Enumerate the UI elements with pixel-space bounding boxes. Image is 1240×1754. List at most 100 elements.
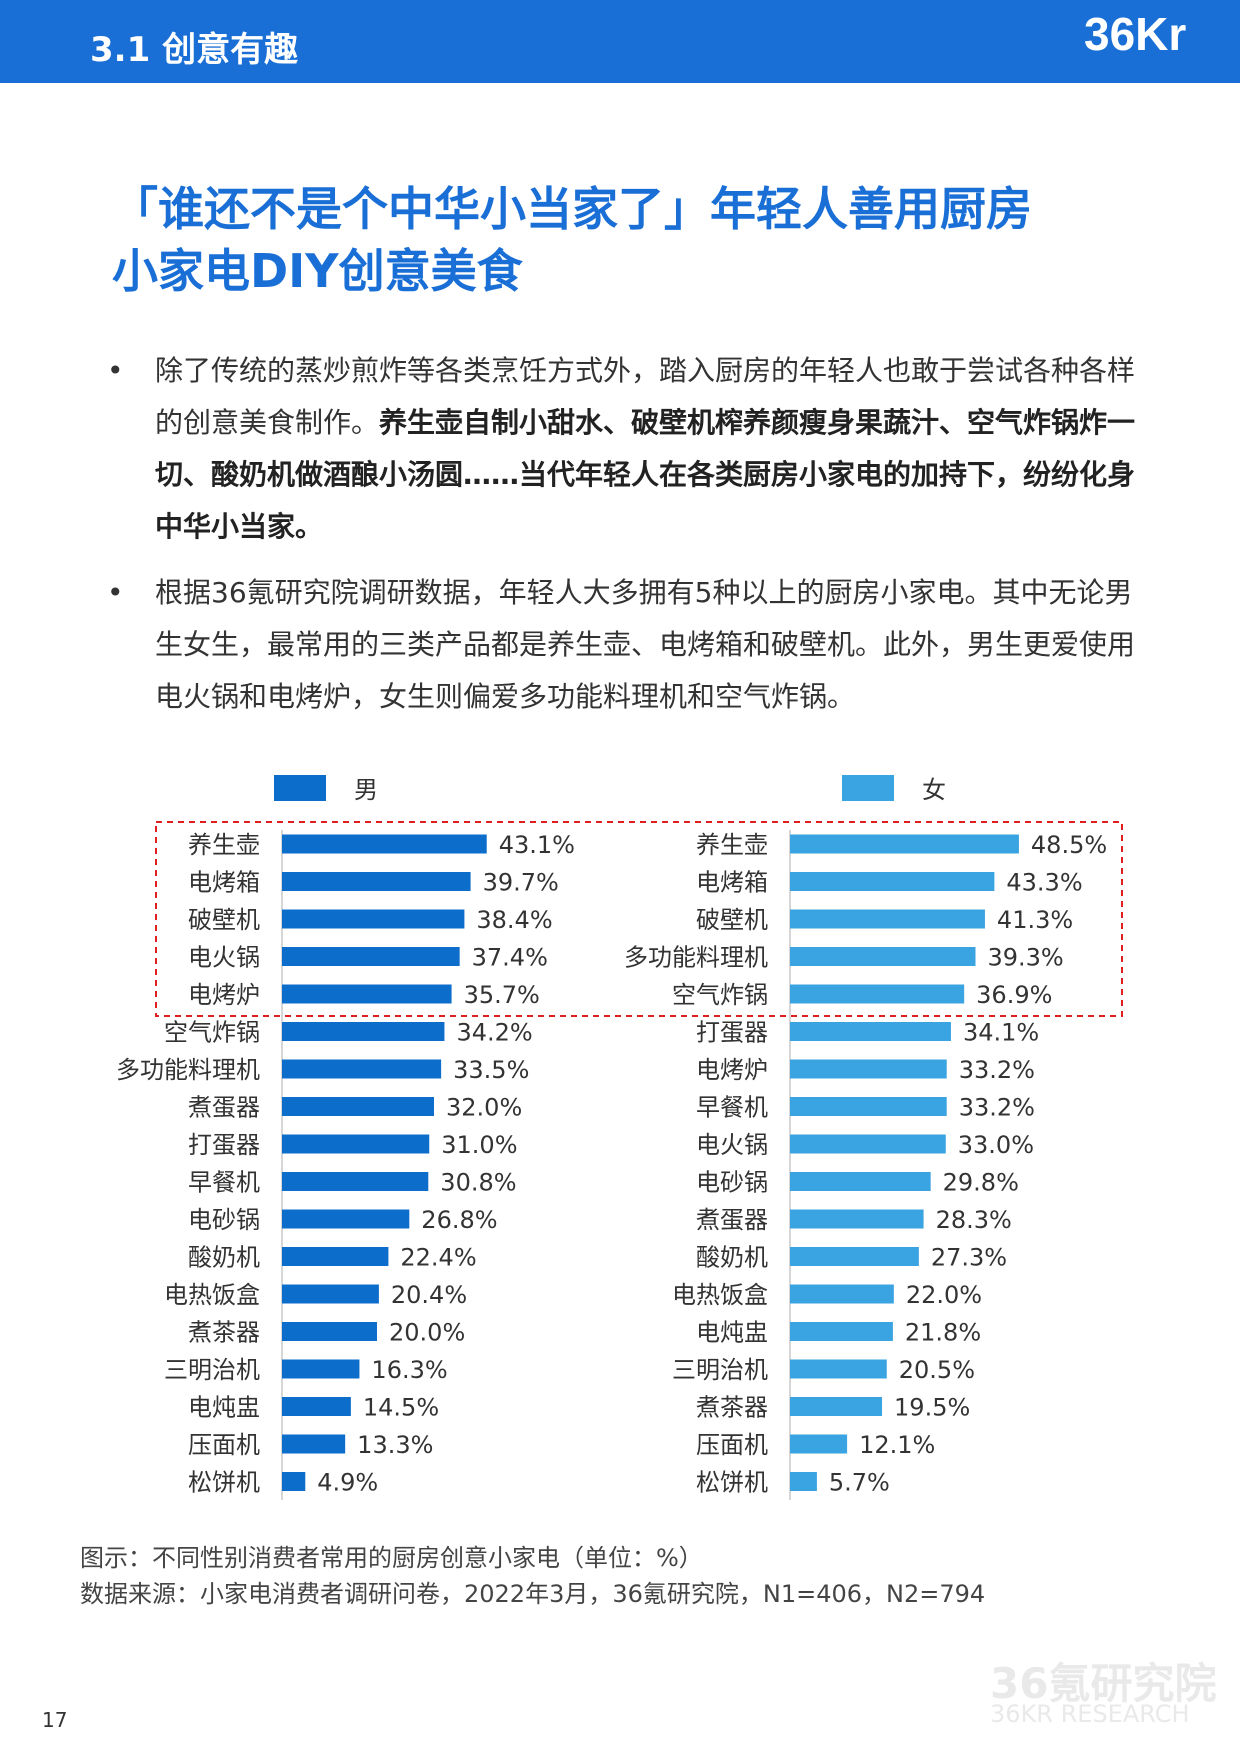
male-bar — [282, 872, 471, 891]
male-category-label: 空气炸锅 — [164, 1019, 260, 1047]
male-value-label: 32.0% — [446, 1094, 522, 1122]
male-value-label: 20.4% — [391, 1281, 467, 1309]
female-category-label: 松饼机 — [696, 1469, 768, 1497]
male-category-label: 煮茶器 — [188, 1319, 260, 1347]
male-bar — [282, 1134, 430, 1154]
female-value-label: 33.2% — [959, 1094, 1035, 1122]
female-category-label: 压面机 — [696, 1431, 768, 1459]
female-value-label: 39.3% — [987, 944, 1063, 972]
male-value-label: 13.3% — [357, 1431, 433, 1459]
male-bar — [282, 1322, 377, 1341]
male-category-label: 早餐机 — [188, 1169, 260, 1197]
brand-logo-text: 36Kr — [1084, 8, 1186, 60]
male-value-label: 43.1% — [499, 831, 575, 859]
male-value-label: 16.3% — [371, 1356, 447, 1384]
female-bar — [790, 1397, 883, 1416]
male-value-label: 37.4% — [472, 944, 548, 972]
header-band — [0, 0, 1240, 83]
female-category-label: 养生壶 — [696, 831, 768, 859]
female-bar — [790, 1472, 817, 1491]
female-bar — [790, 909, 985, 929]
gender-bar-chart: 养生壶 43.1% 电烤箱 39.7% 破壁机 38.4% 电火锅 37.4% 电烤炉 35.7%… — [116, 821, 1123, 1500]
male-category-label: 松饼机 — [188, 1469, 260, 1497]
paragraph-1: • 除了传统的蒸炒煎炸等各类烹饪方式外，踏入厨房的年轻人也敢于尝试各种各样的创意… — [107, 345, 1137, 553]
male-bar — [282, 909, 465, 929]
legend-female: 女 — [842, 770, 946, 805]
male-category-label: 电砂锅 — [188, 1206, 260, 1234]
female-value-label: 21.8% — [905, 1319, 981, 1347]
brand-logo: 36Kr — [1084, 8, 1186, 60]
male-category-label: 电热饭盒 — [164, 1281, 260, 1309]
male-category-label: 电烤箱 — [188, 869, 260, 897]
male-category-label: 电火锅 — [188, 944, 260, 972]
legend-female-swatch — [842, 774, 894, 801]
male-value-label: 20.0% — [389, 1319, 465, 1347]
female-value-label: 33.0% — [958, 1131, 1034, 1159]
female-value-label: 20.5% — [899, 1356, 975, 1384]
source-caption: 数据来源：小家电消费者调研问卷，2022年3月，36氪研究院，N1=406，N2… — [80, 1580, 986, 1608]
female-value-label: 12.1% — [859, 1431, 935, 1459]
female-bar — [790, 834, 1019, 854]
male-bar — [282, 1472, 306, 1491]
male-category-label: 煮蛋器 — [188, 1094, 260, 1122]
female-category-label: 电热饭盒 — [672, 1281, 768, 1309]
female-value-label: 27.3% — [931, 1244, 1007, 1272]
female-bar — [790, 1284, 894, 1304]
female-bar — [790, 984, 965, 1004]
bullet-1: • — [107, 354, 124, 387]
legend-male-label: 男 — [354, 776, 378, 804]
male-category-label: 多功能料理机 — [116, 1056, 260, 1084]
female-value-label: 5.7% — [829, 1469, 890, 1497]
watermark-cn: 36氪研究院 — [990, 1659, 1217, 1708]
male-value-label: 30.8% — [440, 1169, 516, 1197]
male-bar — [282, 1209, 410, 1229]
female-category-label: 电炖盅 — [696, 1319, 768, 1347]
legend-male-swatch — [274, 774, 326, 801]
male-value-label: 34.2% — [456, 1019, 532, 1047]
male-value-label: 35.7% — [464, 981, 540, 1009]
female-category-label: 早餐机 — [696, 1094, 768, 1122]
male-category-label: 打蛋器 — [188, 1131, 260, 1159]
female-category-label: 电砂锅 — [696, 1169, 768, 1197]
male-value-label: 33.5% — [453, 1056, 529, 1084]
male-value-label: 14.5% — [363, 1394, 439, 1422]
male-category-label: 破壁机 — [188, 906, 260, 934]
male-bar — [282, 1247, 389, 1266]
male-category-label: 养生壶 — [188, 831, 260, 859]
male-bar — [282, 1059, 442, 1079]
male-category-label: 压面机 — [188, 1431, 260, 1459]
female-bar — [790, 1022, 951, 1041]
female-bar — [790, 1209, 924, 1229]
female-bar — [790, 947, 976, 966]
male-category-label: 三明治机 — [164, 1356, 260, 1384]
page-title-line-1: 「谁还不是个中华小当家了」年轻人善用厨房 — [112, 182, 1032, 236]
male-category-label: 电炖盅 — [188, 1394, 260, 1422]
male-bar — [282, 1359, 360, 1379]
paragraph-1-plain: 除了传统的蒸炒煎炸等各类烹饪方式外，踏入厨房的年轻人也敢于尝试各种各样的创意美食… — [155, 354, 1136, 439]
female-bar — [790, 1247, 919, 1266]
male-category-label: 酸奶机 — [188, 1244, 260, 1272]
female-bar — [790, 1059, 947, 1079]
female-category-label: 煮蛋器 — [696, 1206, 768, 1234]
female-bar — [790, 1172, 931, 1191]
top5-highlight-box — [155, 821, 1123, 1017]
male-bar — [282, 1284, 379, 1304]
female-bar — [790, 1434, 848, 1454]
legend-male: 男 — [274, 770, 378, 805]
figure-caption: 图示：不同性别消费者常用的厨房创意小家电（单位：%） — [80, 1544, 703, 1572]
male-bar — [282, 1022, 445, 1041]
female-value-label: 29.8% — [943, 1169, 1019, 1197]
paragraph-1-text: 除了传统的蒸炒煎炸等各类烹饪方式外，踏入厨房的年轻人也敢于尝试各种各样的创意美食… — [155, 345, 1137, 553]
male-value-label: 22.4% — [400, 1244, 476, 1272]
male-bar — [282, 1397, 351, 1416]
female-category-label: 打蛋器 — [696, 1019, 768, 1047]
male-value-label: 38.4% — [476, 906, 552, 934]
female-bar — [790, 1359, 887, 1379]
male-bar — [282, 834, 487, 854]
female-value-label: 48.5% — [1031, 831, 1107, 859]
male-bar — [282, 1434, 346, 1454]
male-value-label: 26.8% — [421, 1206, 497, 1234]
male-value-label: 39.7% — [483, 869, 559, 897]
female-value-label: 22.0% — [906, 1281, 982, 1309]
female-value-label: 43.3% — [1006, 869, 1082, 897]
